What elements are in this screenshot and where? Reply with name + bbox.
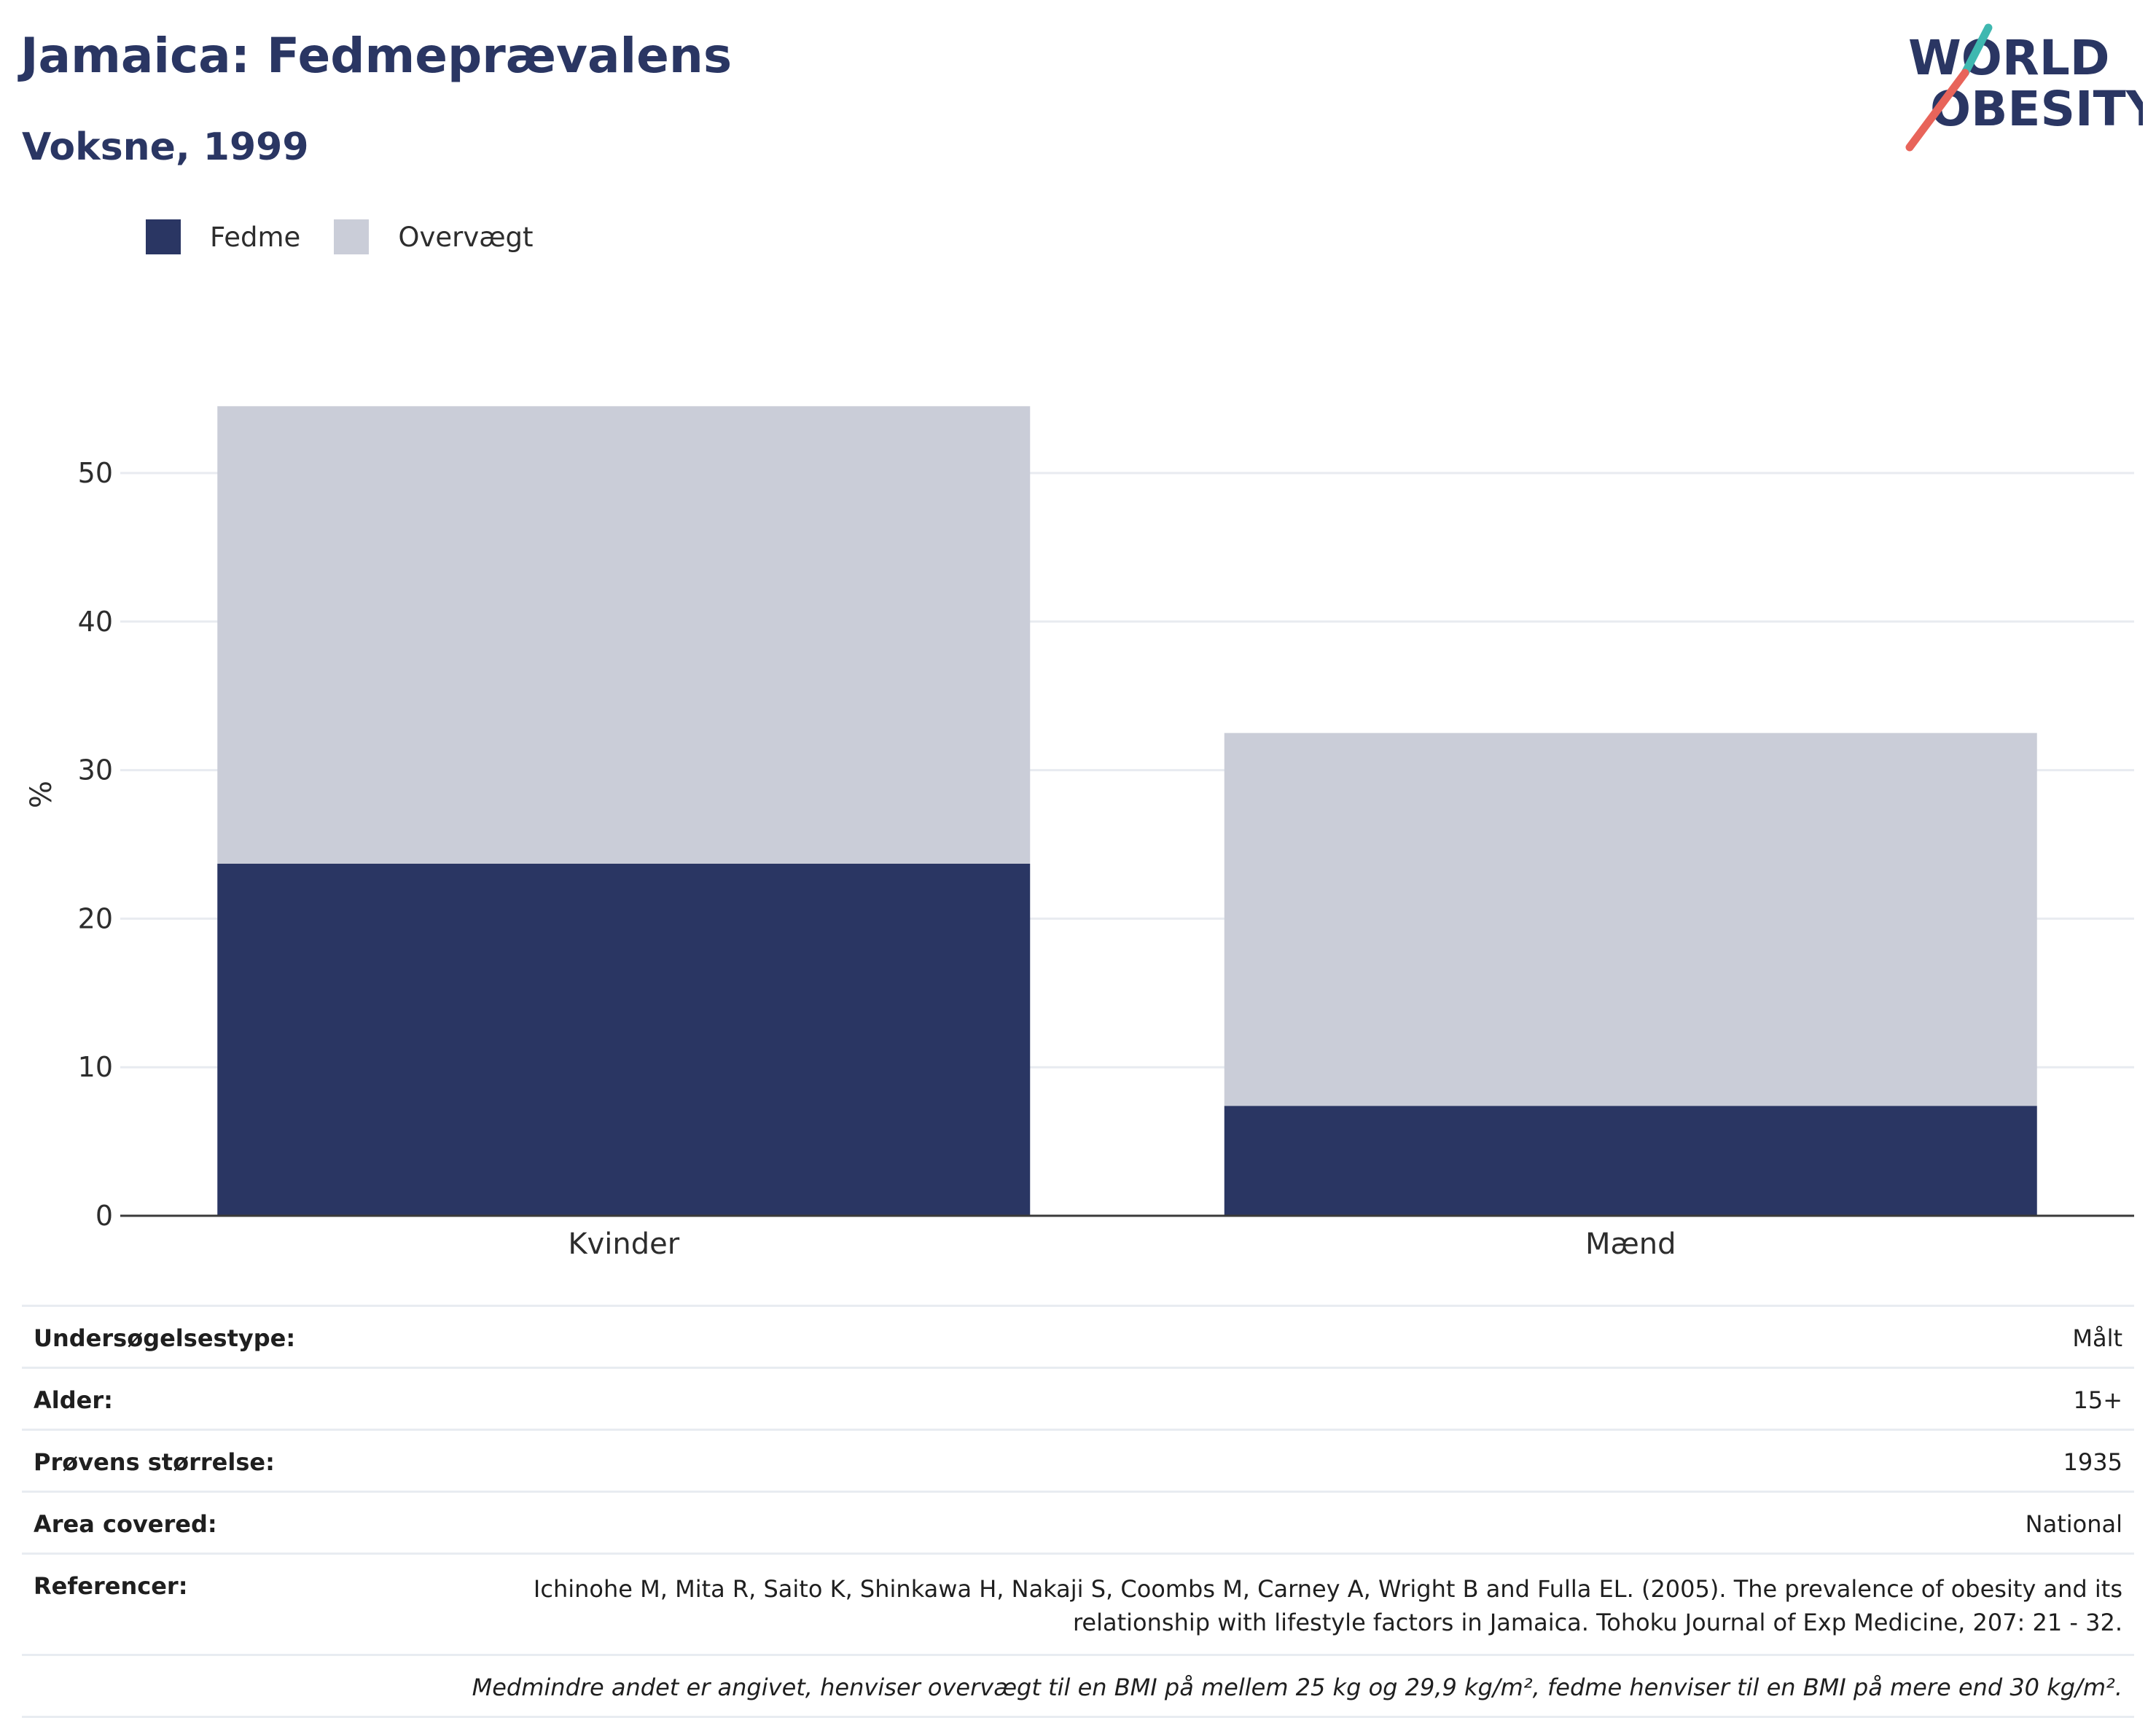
stacked-bar-chart: 0 10 20 30 40 50% Kvinder Mænd xyxy=(25,406,2134,1261)
bar-fedme xyxy=(217,863,1031,1216)
logo-text-world: WORLD xyxy=(1908,30,2110,86)
info-row-references: Referencer: Ichinohe M, Mita R, Saito K,… xyxy=(22,1553,2134,1654)
info-row-sample-size: Prøvens størrelse: 1935 xyxy=(22,1429,2134,1491)
info-value: 15+ xyxy=(2073,1386,2122,1414)
y-tick-label: 30 xyxy=(78,754,113,786)
reference-citation: Ichinohe M, Mita R, Saito K, Shinkawa H,… xyxy=(533,1575,2122,1636)
y-tick-label: 20 xyxy=(78,902,113,934)
chart-subtitle: Voksne, 1999 xyxy=(22,125,309,169)
legend-item-fedme[interactable]: Fedme xyxy=(146,219,300,254)
info-key: Referencer: xyxy=(34,1572,188,1600)
info-key: Area covered: xyxy=(34,1510,217,1538)
chart-legend: Fedme Overvægt xyxy=(146,217,567,257)
logo-slash-coral xyxy=(1905,69,1969,152)
y-tick-label: 40 xyxy=(78,606,113,638)
info-table: Undersøgelsestype: Målt Alder: 15+ Prøve… xyxy=(22,1305,2134,1718)
legend-label-overvaegt: Overvægt xyxy=(398,221,534,253)
info-value: Målt xyxy=(2072,1324,2122,1352)
x-tick-label: Kvinder xyxy=(568,1227,679,1261)
legend-swatch-fedme xyxy=(146,219,181,254)
y-tick-label: 50 xyxy=(78,457,113,489)
info-key: Alder: xyxy=(34,1386,113,1414)
legend-label-fedme: Fedme xyxy=(210,221,301,253)
bar-overvaegt xyxy=(1224,733,2037,1106)
info-key: Undersøgelsestype: xyxy=(34,1324,296,1352)
x-tick-label: Mænd xyxy=(1585,1227,1676,1261)
info-row-area-covered: Area covered: National xyxy=(22,1491,2134,1553)
bar-overvaegt xyxy=(217,406,1031,864)
bar-fedme xyxy=(1224,1106,2037,1216)
legend-swatch-overvaegt xyxy=(334,219,370,254)
definition-note: Medmindre andet er angivet, henviser ove… xyxy=(472,1674,2122,1701)
logo-text-obesity: OBESITY xyxy=(1930,81,2143,137)
info-value: National xyxy=(2025,1510,2122,1538)
y-tick-label: 10 xyxy=(78,1051,113,1083)
info-row-survey-type: Undersøgelsestype: Målt xyxy=(22,1305,2134,1367)
definition-note-row: Medmindre andet er angivet, henviser ove… xyxy=(22,1654,2134,1718)
info-key: Prøvens størrelse: xyxy=(34,1448,275,1476)
y-axis-label: % xyxy=(25,781,58,808)
info-row-age: Alder: 15+ xyxy=(22,1367,2134,1429)
legend-item-overvaegt[interactable]: Overvægt xyxy=(334,219,534,254)
chart-title: Jamaica: Fedmeprævalens xyxy=(20,28,733,84)
info-value: 1935 xyxy=(2063,1448,2122,1476)
logo-slash-teal xyxy=(1961,23,1993,77)
world-obesity-logo: WORLD OBESITY xyxy=(1905,23,2143,152)
y-tick-label: 0 xyxy=(95,1200,113,1232)
